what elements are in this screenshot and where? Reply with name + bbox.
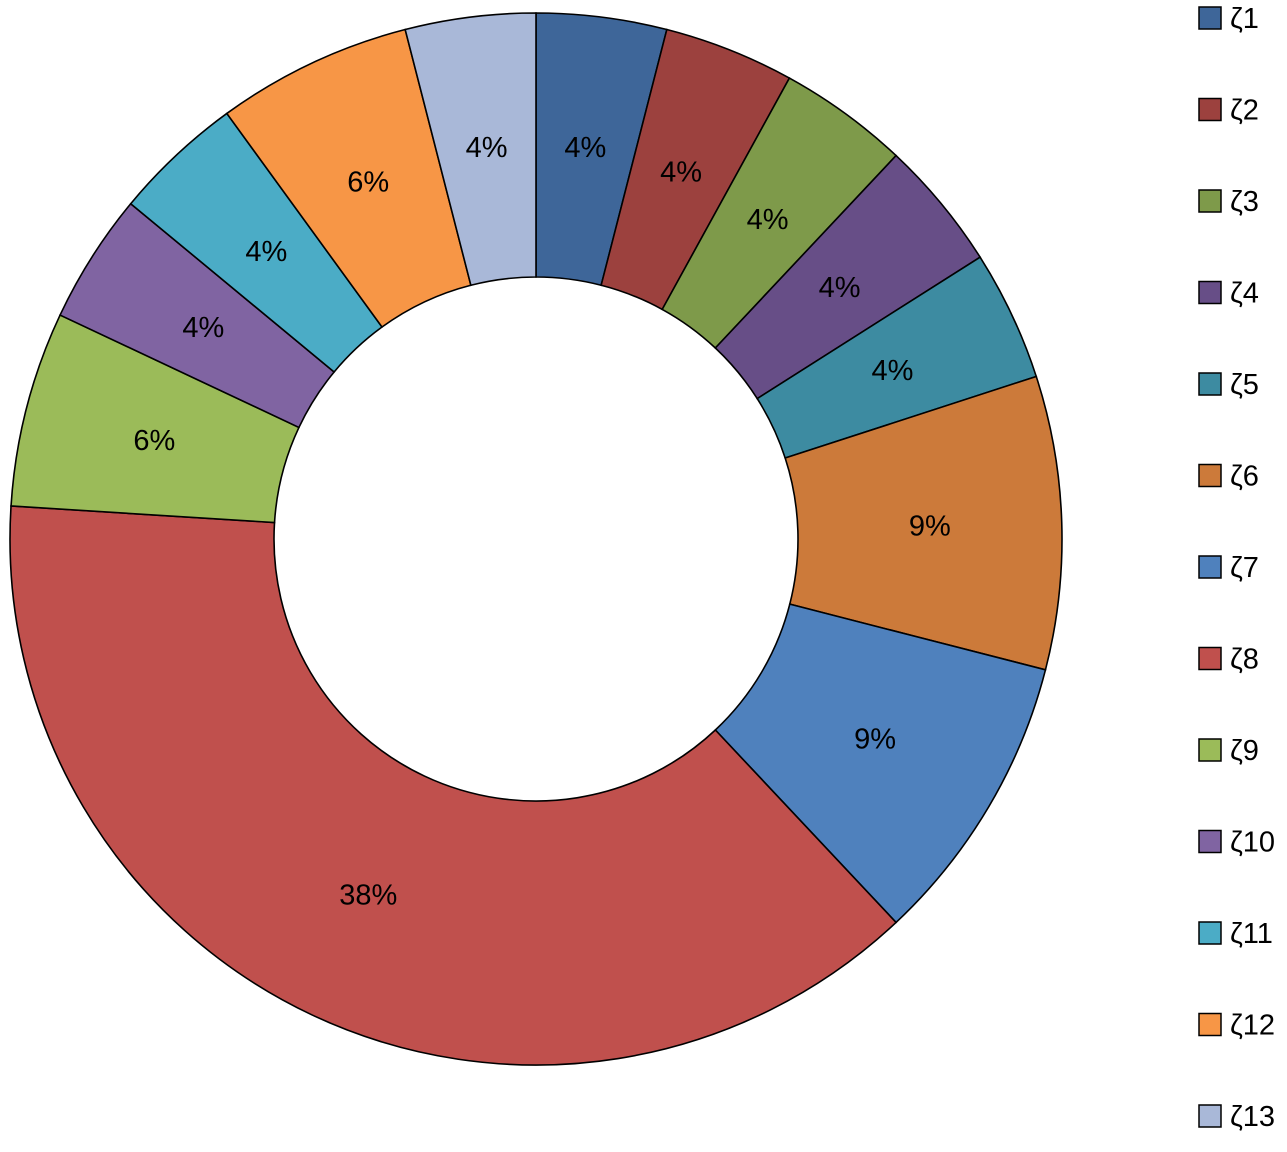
legend-swatch-4 [1198,280,1222,305]
legend-label-12: ζ12 [1230,1010,1275,1042]
slice-label-11: 4% [245,236,287,268]
legend-swatch-9 [1198,738,1222,762]
legend: ζ1 ζ2 ζ3 ζ4 ζ5 ζ6 ζ7 ζ8 ζ9 ζ10 ζ11 ζ12 ζ13 [1198,3,1275,1133]
legend-label-3: ζ3 [1230,186,1259,218]
legend-label-6: ζ6 [1230,461,1259,493]
slice-label-6: 9% [909,511,951,543]
donut-slices [9,12,1063,1066]
legend-label-10: ζ10 [1230,827,1275,859]
slice-8 [9,505,898,1066]
slice-label-2: 4% [660,157,702,189]
slice-13 [404,12,537,287]
legend-label-8: ζ8 [1230,644,1259,676]
legend-label-2: ζ2 [1230,95,1259,127]
slice-labels: 4% 4% 4% 4% 4% 9% 9% 38% 6% 4% 4% 6% 4% [133,132,950,911]
legend-label-11: ζ11 [1230,918,1273,950]
slice-label-10: 4% [182,312,224,344]
legend-swatch-6 [1198,463,1222,488]
legend-swatch-10 [1198,829,1222,854]
legend-label-4: ζ4 [1230,278,1259,310]
legend-swatch-7 [1198,555,1222,579]
slice-label-12: 6% [347,166,389,198]
slice-label-9: 6% [133,425,175,457]
legend-swatch-11 [1198,921,1222,945]
slice-label-13: 4% [466,132,508,164]
slice-7 [714,603,1047,924]
legend-label-13: ζ13 [1230,1101,1275,1133]
legend-swatch-5 [1198,372,1222,396]
legend-swatch-1 [1198,6,1222,30]
slice-label-4: 4% [819,272,861,304]
slice-6 [784,375,1063,671]
legend-swatch-2 [1198,97,1222,122]
slice-label-1: 4% [564,132,606,164]
slice-label-8: 38% [339,880,397,912]
slice-label-5: 4% [872,355,914,387]
legend-label-5: ζ5 [1230,369,1259,401]
slice-label-7: 9% [854,724,896,756]
legend-label-7: ζ7 [1230,552,1259,584]
legend-swatch-8 [1198,646,1222,671]
legend-label-9: ζ9 [1230,735,1259,767]
legend-label-1: ζ1 [1230,3,1259,35]
legend-swatch-3 [1198,189,1222,213]
legend-swatch-13 [1198,1104,1222,1128]
slice-label-3: 4% [747,204,789,236]
legend-swatch-12 [1198,1012,1222,1037]
